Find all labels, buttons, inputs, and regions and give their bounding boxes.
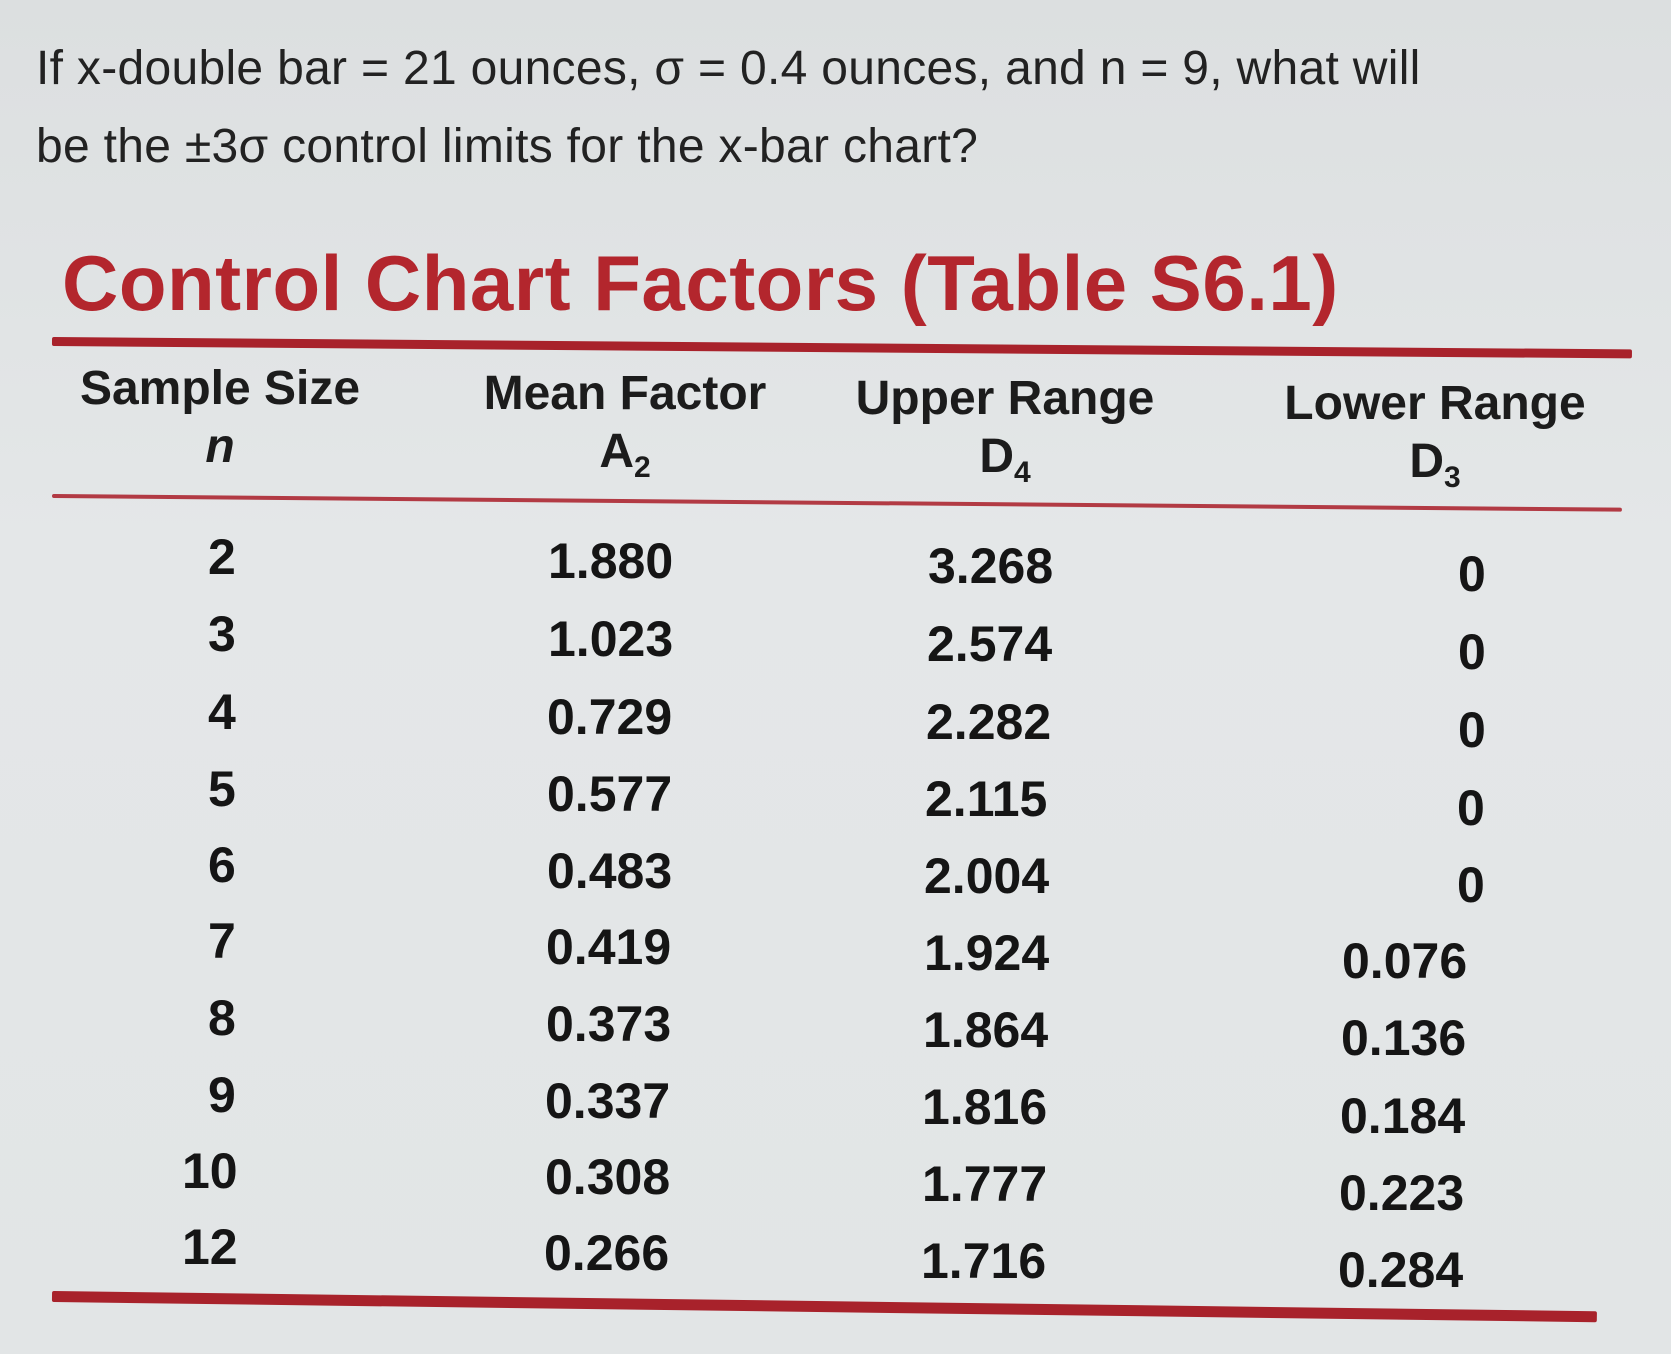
header-upper-range: Upper Range D4 — [825, 370, 1185, 502]
cell-d3: 0.076 — [1342, 933, 1468, 989]
header-mean-factor: Mean Factor A2 — [445, 365, 805, 497]
cell-d3: 0.223 — [1339, 1165, 1465, 1221]
cell-a2: 0.483 — [547, 843, 673, 899]
question-line-2: be the ±3σ control limits for the x-bar … — [36, 120, 979, 173]
header-symbol: A2 — [599, 425, 651, 484]
cell-d3: 0.284 — [1338, 1242, 1464, 1298]
cell-d3: 0 — [1458, 702, 1486, 758]
cell-d4: 1.816 — [922, 1079, 1048, 1135]
cell-n: 2 — [208, 529, 236, 585]
cell-n: 9 — [208, 1067, 236, 1123]
cell-d3: 0 — [1457, 857, 1485, 913]
cell-d4: 3.268 — [928, 538, 1054, 594]
cell-a2: 1.880 — [548, 533, 674, 589]
cell-d4: 1.864 — [923, 1002, 1049, 1058]
cell-d4: 2.574 — [927, 616, 1053, 672]
header-label: Lower Range — [1284, 377, 1586, 430]
header-label: Mean Factor — [483, 367, 767, 420]
cell-d4: 1.777 — [922, 1156, 1048, 1212]
cell-d3: 0.184 — [1340, 1088, 1466, 1144]
header-label: Sample Size — [79, 362, 361, 415]
cell-n: 3 — [208, 606, 236, 662]
question-text: If x-double bar = 21 ounces, σ = 0.4 oun… — [36, 30, 1596, 186]
cell-d4: 2.282 — [926, 694, 1052, 750]
cell-a2: 0.729 — [547, 689, 673, 745]
cell-d3: 0 — [1457, 780, 1485, 836]
cell-a2: 0.266 — [544, 1225, 670, 1281]
cell-n: 7 — [208, 913, 236, 969]
cell-d4: 1.716 — [921, 1233, 1047, 1289]
cell-n: 5 — [208, 761, 236, 817]
cell-n: 12 — [182, 1219, 238, 1275]
cell-d4: 2.115 — [925, 771, 1048, 827]
header-symbol: D3 — [1409, 435, 1461, 494]
cell-d3: 0 — [1458, 546, 1486, 602]
cell-a2: 0.337 — [545, 1073, 671, 1129]
cell-d4: 2.004 — [924, 848, 1050, 904]
cell-a2: 0.308 — [545, 1149, 671, 1205]
top-rule — [51, 337, 1632, 359]
cell-n: 8 — [208, 990, 236, 1046]
header-label: Upper Range — [855, 372, 1155, 425]
table-title: Control Chart Factors (Table S6.1) — [62, 239, 1339, 327]
header-sample-size: Sample Size n — [40, 360, 400, 476]
cell-n: 10 — [182, 1143, 238, 1199]
cell-a2: 0.373 — [546, 996, 672, 1052]
cell-a2: 0.419 — [546, 919, 672, 975]
cell-n: 4 — [208, 684, 236, 740]
cell-d3: 0 — [1458, 624, 1486, 680]
question-line-1: If x-double bar = 21 ounces, σ = 0.4 oun… — [36, 42, 1421, 95]
header-lower-range: Lower Range D3 — [1255, 375, 1615, 507]
cell-d3: 0.136 — [1341, 1010, 1467, 1066]
header-symbol: n — [205, 420, 235, 473]
cell-a2: 1.023 — [548, 611, 674, 667]
cell-n: 6 — [208, 837, 236, 893]
cell-d4: 1.924 — [924, 925, 1050, 981]
cell-a2: 0.577 — [547, 766, 673, 822]
header-symbol: D4 — [979, 430, 1031, 489]
